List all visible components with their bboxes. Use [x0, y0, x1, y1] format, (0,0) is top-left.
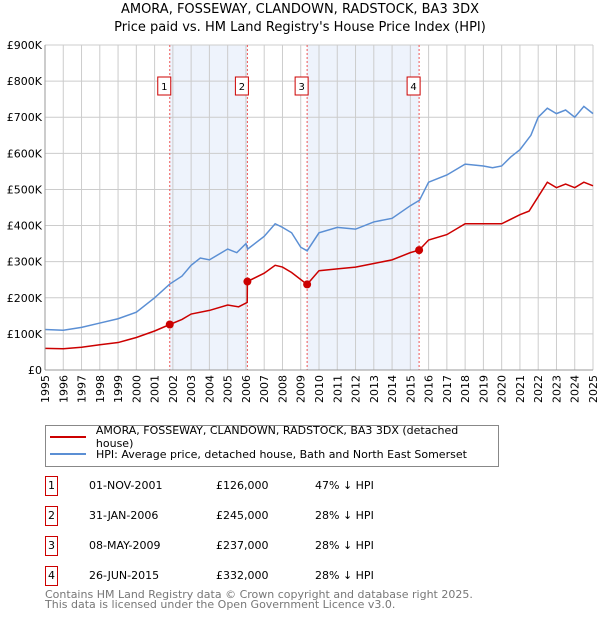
x-tick-label: 2013 [368, 375, 381, 403]
x-tick-label: 2024 [569, 375, 582, 403]
x-tick-label: 2002 [167, 375, 180, 403]
legend-item-property: AMORA, FOSSEWAY, CLANDOWN, RADSTOCK, BA3… [50, 424, 498, 450]
sale-badge [157, 76, 172, 96]
x-tick-label: 2011 [331, 375, 344, 403]
sale-date: 01-NOV-2001 [89, 479, 163, 492]
sale-point [243, 277, 252, 286]
x-tick-label: 2014 [386, 375, 399, 403]
sale-badge-label: 3 [298, 82, 304, 93]
y-tick-label: £800K [7, 75, 43, 88]
x-tick-label: 2008 [276, 375, 289, 403]
y-tick-label: £200K [7, 292, 43, 305]
y-tick-label: £900K [7, 39, 43, 52]
sale-point [165, 320, 174, 329]
sale-price: £126,000 [216, 479, 269, 492]
y-tick-label: £700K [7, 111, 43, 124]
x-tick-label: 2020 [496, 375, 509, 403]
sale-badge [294, 76, 309, 96]
sale-hpi-diff: 47% ↓ HPI [315, 479, 374, 492]
x-tick-label: 2021 [514, 375, 527, 403]
sale-row: 2 31-JAN-2006 £245,000 28% ↓ HPI [45, 506, 465, 526]
y-tick-label: £600K [7, 147, 43, 160]
sale-hpi-diff: 28% ↓ HPI [315, 569, 374, 582]
sale-row: 1 01-NOV-2001 £126,000 47% ↓ HPI [45, 476, 465, 496]
x-tick-label: 2023 [550, 375, 563, 403]
y-tick-label: £500K [7, 183, 43, 196]
sale-price: £245,000 [216, 509, 269, 522]
sale-row: 4 26-JUN-2015 £332,000 28% ↓ HPI [45, 566, 465, 586]
sale-price: £237,000 [216, 539, 269, 552]
x-tick-label: 2007 [258, 375, 271, 403]
sale-point [415, 246, 424, 255]
sale-hpi-diff: 28% ↓ HPI [315, 539, 374, 552]
sale-date: 31-JAN-2006 [89, 509, 159, 522]
sale-date: 08-MAY-2009 [89, 539, 161, 552]
shaded-period [169, 45, 248, 370]
x-tick-label: 1999 [112, 375, 125, 403]
y-tick-label: £300K [7, 256, 43, 269]
x-tick-label: 2018 [459, 375, 472, 403]
y-tick-label: £0 [28, 364, 42, 377]
sale-number-badge: 4 [45, 566, 58, 586]
legend-label: AMORA, FOSSEWAY, CLANDOWN, RADSTOCK, BA3… [95, 424, 459, 450]
sale-number-badge: 3 [45, 536, 58, 556]
x-tick-label: 2022 [532, 375, 545, 403]
legend-swatch [50, 453, 86, 455]
x-tick-label: 2001 [149, 375, 162, 403]
x-tick-label: 2003 [185, 375, 198, 403]
sale-date: 26-JUN-2015 [89, 569, 160, 582]
x-tick-label: 2017 [441, 375, 454, 403]
sale-row: 3 08-MAY-2009 £237,000 28% ↓ HPI [45, 536, 465, 556]
x-tick-label: 2025 [587, 375, 600, 403]
sale-badge [234, 76, 249, 96]
x-tick-label: 2016 [423, 375, 436, 403]
sale-badge-label: 4 [410, 82, 416, 93]
legend-label: HPI: Average price, detached house, Bath… [96, 447, 467, 461]
sale-price: £332,000 [216, 569, 269, 582]
y-tick-label: £100K [7, 328, 43, 341]
x-tick-label: 1996 [57, 375, 70, 403]
legend: AMORA, FOSSEWAY, CLANDOWN, RADSTOCK, BA3… [45, 424, 499, 467]
sale-badge-label: 2 [239, 82, 245, 93]
sale-badge [406, 76, 421, 96]
legend-swatch [50, 436, 86, 438]
x-tick-label: 2012 [350, 375, 363, 403]
x-tick-label: 2004 [203, 375, 216, 403]
x-tick-label: 2015 [404, 375, 417, 403]
chart-subtitle: Price paid vs. HM Land Registry's House … [114, 20, 486, 35]
x-tick-label: 2005 [222, 375, 235, 403]
x-tick-label: 2000 [130, 375, 143, 403]
footer: Contains HM Land Registry data © Crown c… [45, 588, 473, 611]
price-chart: 1995 1996 1997 1998 1999 2000 2001 2002 2003 2004… [7, 39, 600, 403]
x-tick-label: 2010 [313, 375, 326, 403]
footer-line: Contains HM Land Registry data © Crown c… [45, 588, 473, 601]
x-tick-label: 2019 [477, 375, 490, 403]
footer-line: This data is licensed under the Open Gov… [45, 598, 396, 611]
x-tick-label: 1997 [76, 375, 89, 403]
x-tick-label: 1995 [39, 375, 52, 403]
shaded-period [307, 45, 420, 370]
sale-point [303, 280, 312, 289]
sale-badge-label: 1 [161, 82, 167, 93]
sale-hpi-diff: 28% ↓ HPI [315, 509, 374, 522]
sale-number-badge: 2 [45, 506, 58, 526]
x-tick-label: 1998 [94, 375, 107, 403]
chart-title: AMORA, FOSSEWAY, CLANDOWN, RADSTOCK, BA3… [120, 2, 480, 17]
property-price-line [44, 181, 594, 350]
x-tick-label: 2006 [240, 375, 253, 403]
sale-number-badge: 1 [45, 476, 58, 496]
x-tick-label: 2009 [295, 375, 308, 403]
legend-item-hpi: HPI: Average price, detached house, Bath… [50, 446, 467, 462]
hpi-line [44, 105, 594, 332]
y-tick-label: £400K [7, 220, 43, 233]
